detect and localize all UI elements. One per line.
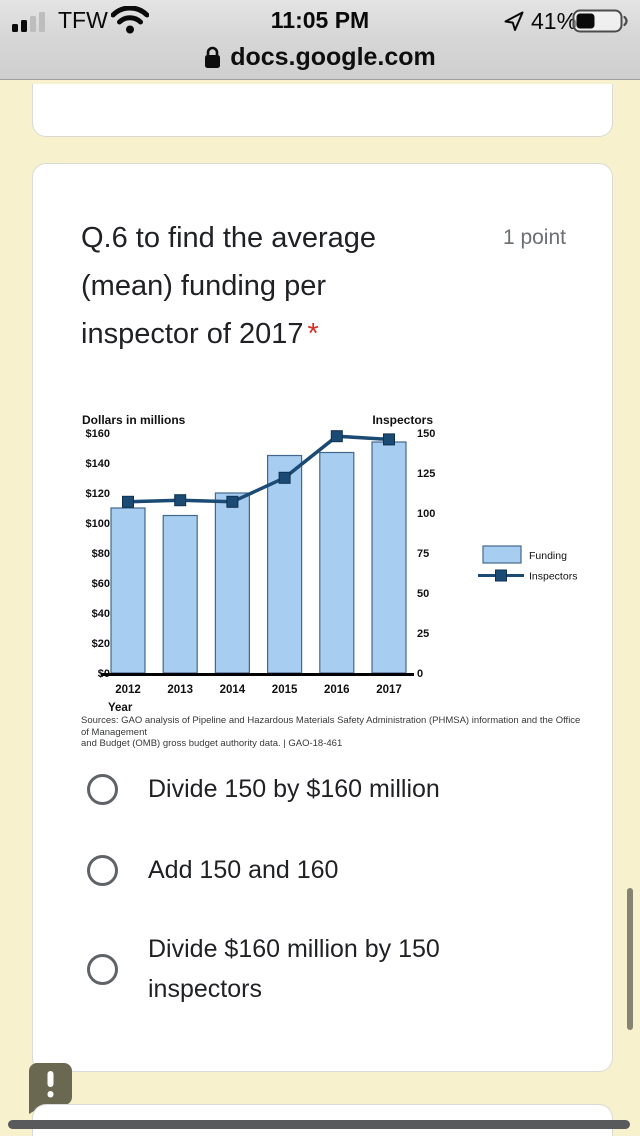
required-asterisk: * <box>307 318 319 350</box>
vertical-scrollbar[interactable] <box>627 888 633 1030</box>
chart-source-line1: Sources: GAO analysis of Pipeline and Ha… <box>81 715 581 738</box>
exclamation-bubble-icon[interactable] <box>27 1062 73 1114</box>
svg-text:Funding: Funding <box>529 550 567 562</box>
svg-text:$140: $140 <box>86 458 110 470</box>
funding-inspectors-chart: Dollars in millionsInspectors$0$20$40$60… <box>80 408 585 720</box>
svg-text:100: 100 <box>417 508 435 520</box>
svg-text:50: 50 <box>417 588 429 600</box>
svg-text:$160: $160 <box>86 428 110 440</box>
carrier-label: TFW <box>58 7 108 33</box>
svg-text:2012: 2012 <box>115 684 141 696</box>
question-title: Q.6 to find the average (mean) funding p… <box>81 214 446 358</box>
svg-text:Year: Year <box>108 702 133 714</box>
lock-icon <box>205 46 221 68</box>
horizontal-scrollbar[interactable] <box>8 1120 630 1129</box>
svg-text:125: 125 <box>417 468 435 480</box>
svg-text:$60: $60 <box>92 578 110 590</box>
cellular-signal-icon <box>12 12 45 32</box>
radio-button-option-3[interactable] <box>87 953 118 985</box>
svg-text:$20: $20 <box>92 638 110 650</box>
svg-text:75: 75 <box>417 548 429 560</box>
answer-option-1[interactable]: Divide 150 by $160 million <box>87 769 440 809</box>
clock-label: 11:05 PM <box>270 7 370 33</box>
option-1-label[interactable]: Divide 150 by $160 million <box>148 775 440 803</box>
question-title-text: Q.6 to find the average (mean) funding p… <box>81 222 377 350</box>
wifi-icon <box>111 6 149 34</box>
option-2-label[interactable]: Add 150 and 160 <box>148 856 339 884</box>
chart-source-note: Sources: GAO analysis of Pipeline and Ha… <box>81 715 581 750</box>
url-label[interactable]: docs.google.com <box>230 42 436 71</box>
svg-text:2016: 2016 <box>324 684 350 696</box>
svg-text:2013: 2013 <box>167 684 193 696</box>
svg-text:Inspectors: Inspectors <box>372 413 433 427</box>
svg-text:$80: $80 <box>92 548 110 560</box>
radio-button-option-2[interactable] <box>87 854 118 886</box>
option-3-label[interactable]: Divide $160 million by 150 inspectors <box>148 935 440 1003</box>
location-arrow-icon <box>504 11 524 31</box>
chart-source-line2: and Budget (OMB) gross budget authority … <box>81 738 343 749</box>
status-bar: TFW 11:05 PM 41% docs.google.com <box>0 0 640 80</box>
svg-text:2017: 2017 <box>376 684 402 696</box>
answer-option-3[interactable]: Divide $160 million by 150 inspectors <box>87 929 504 1009</box>
answer-option-2[interactable]: Add 150 and 160 <box>87 850 338 890</box>
svg-text:$120: $120 <box>86 488 110 500</box>
question-card: Q.6 to find the average (mean) funding p… <box>32 163 613 1072</box>
svg-text:25: 25 <box>417 628 429 640</box>
svg-text:150: 150 <box>417 428 435 440</box>
svg-text:$40: $40 <box>92 608 110 620</box>
radio-button-option-1[interactable] <box>87 773 118 805</box>
svg-text:2014: 2014 <box>220 684 246 696</box>
svg-text:2015: 2015 <box>272 684 298 696</box>
points-label: 1 point <box>502 226 566 249</box>
previous-question-card-partial <box>32 84 613 137</box>
battery-icon <box>572 9 628 33</box>
svg-text:Inspectors: Inspectors <box>529 571 577 583</box>
svg-text:$100: $100 <box>86 518 110 530</box>
svg-text:Dollars in millions: Dollars in millions <box>82 413 186 427</box>
battery-percent-label: 41% <box>531 8 578 34</box>
svg-text:0: 0 <box>417 668 423 680</box>
